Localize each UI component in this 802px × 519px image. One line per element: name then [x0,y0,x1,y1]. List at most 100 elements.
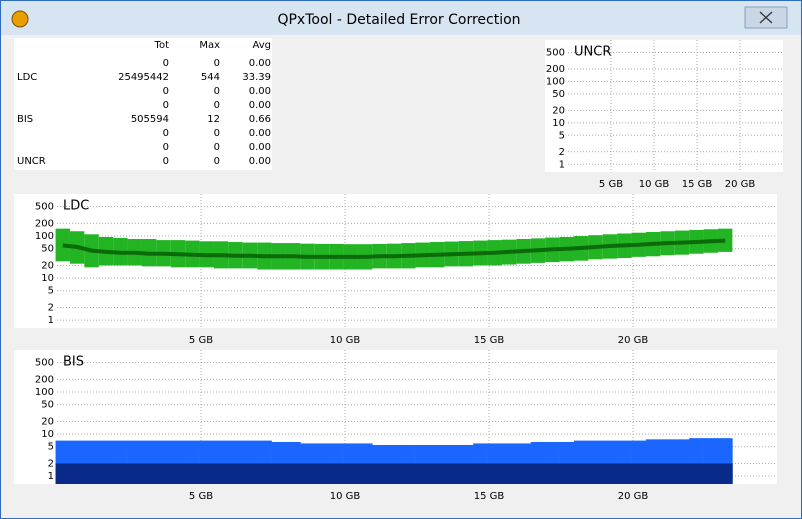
x-tick-label: 5 GB [189,491,213,502]
bis-column [631,463,647,484]
ldc-band [55,228,70,262]
bis-column [458,463,474,484]
y-tick-label: 10 [552,118,565,129]
table-header: Max [199,40,220,51]
y-tick-label: 1 [559,159,565,170]
chart-panel [545,40,783,172]
bis-column [559,463,575,484]
table-header: Tot [154,40,170,51]
x-tick-label: 10 GB [330,335,361,346]
y-tick-label: 50 [552,89,565,100]
x-tick-label: 15 GB [682,179,713,190]
stats-table [14,38,272,170]
y-tick-label: 200 [546,64,565,75]
y-tick-label: 1 [48,471,54,482]
ldc-avg-line [62,238,726,259]
bis-column [300,463,316,484]
y-tick-label: 100 [546,76,565,87]
y-tick-label: 20 [552,105,565,116]
bis-column [617,463,632,484]
bis-column [501,463,517,484]
bis-column [674,463,690,484]
table-header: Avg [252,40,271,51]
y-tick-label: 100 [35,387,54,398]
bis-column [285,463,301,484]
table-cell: 12 [207,114,220,125]
table-cell: 0 [163,86,169,97]
bis-column [127,463,143,484]
bis-column [242,463,258,484]
table-cell: 0 [214,128,220,139]
y-tick-label: 200 [35,218,54,229]
y-tick-label: 50 [41,244,54,255]
bis-column [141,463,157,484]
y-tick-label: 5 [48,286,54,297]
bis-column [473,463,488,484]
bis-column [357,463,373,484]
bis-column [602,463,618,484]
bis-column [228,463,244,484]
window-title: QPxTool - Detailed Error Correction [277,12,520,28]
bis-column [660,463,676,484]
table-cell: 0 [214,156,220,167]
x-tick-label: 20 GB [618,335,649,346]
bis-column [545,463,560,484]
y-tick-label: 20 [41,416,54,427]
y-tick-label: 50 [41,400,54,411]
table-cell: 25495442 [118,72,169,83]
y-tick-label: 100 [35,231,54,242]
bis-column [703,463,719,484]
chart-title: BIS [63,355,84,370]
x-tick-label: 10 GB [330,491,361,502]
row-label: BIS [17,114,33,125]
table-cell: 0 [214,58,220,69]
title-bar [1,1,801,35]
table-cell: 33.39 [242,72,271,83]
bis-column [401,463,416,484]
close-button[interactable] [744,6,788,29]
y-tick-label: 2 [48,302,54,313]
bis-column [516,463,532,484]
y-tick-label: 10 [41,273,54,284]
row-label: UNCR [17,156,46,167]
table-cell: 0 [214,142,220,153]
bis-column [98,463,114,484]
table-cell: 0 [163,58,169,69]
bis-column [156,463,172,484]
bis-column [645,463,661,484]
bis-column [386,463,402,484]
x-tick-label: 20 GB [725,179,756,190]
bis-column [329,463,344,484]
bis-column [199,463,215,484]
table-cell: 0 [163,142,169,153]
y-tick-label: 1 [48,315,54,326]
table-cell: 0 [163,100,169,111]
y-tick-label: 2 [48,458,54,469]
x-tick-label: 5 GB [189,335,213,346]
bis-column [573,463,589,484]
table-cell: 0.66 [249,114,271,125]
bis-column [415,463,431,484]
bis-column [271,463,287,484]
y-tick-label: 200 [35,374,54,385]
chart-title: UNCR [574,45,611,60]
bis-column [689,463,704,484]
y-tick-label: 2 [559,147,565,158]
x-tick-label: 20 GB [618,491,649,502]
x-tick-label: 5 GB [599,179,623,190]
row-label: LDC [17,72,37,83]
x-tick-label: 15 GB [474,335,505,346]
table-cell: 0.00 [249,86,271,97]
y-tick-label: 10 [41,429,54,440]
close-icon[interactable] [759,11,773,24]
table-cell: 0.00 [249,128,271,139]
bis-column [487,463,503,484]
table-cell: 544 [201,72,220,83]
y-tick-label: 5 [48,442,54,453]
y-tick-label: 500 [546,47,565,58]
bis-column [717,463,733,484]
bis-column [343,463,359,484]
y-tick-label: 5 [559,130,565,141]
